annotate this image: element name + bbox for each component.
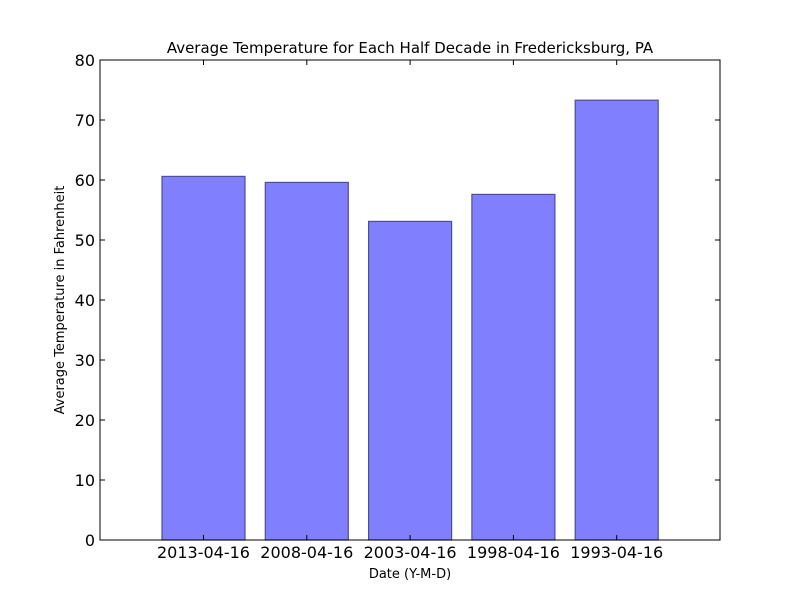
bars-group — [161, 99, 659, 541]
x-tick-label: 1993-04-16 — [570, 543, 663, 562]
bar-2013-04-16 — [161, 175, 246, 541]
y-tick-label: 30 — [75, 351, 95, 370]
plot-frame — [99, 59, 721, 541]
x-tick-label: 2013-04-16 — [157, 543, 250, 562]
x-axis-ticks: 2013-04-16 2008-04-16 2003-04-16 1998-04-16… — [157, 60, 663, 562]
bar-2008-04-16 — [264, 181, 349, 541]
bar-1993-04-16 — [574, 99, 659, 541]
y-tick-label: 0 — [85, 531, 95, 550]
y-tick-label: 80 — [75, 51, 95, 70]
x-tick-label: 2003-04-16 — [364, 543, 457, 562]
y-tick-label: 10 — [75, 471, 95, 490]
x-tick-label: 1998-04-16 — [467, 543, 560, 562]
y-tick-label: 50 — [75, 231, 95, 250]
x-axis-label: Date (Y-M-D) — [369, 567, 451, 582]
bar-2003-04-16 — [368, 220, 453, 541]
y-tick-label: 60 — [75, 171, 95, 190]
y-tick-label: 20 — [75, 411, 95, 430]
x-tick-label: 2008-04-16 — [260, 543, 353, 562]
y-axis-ticks: 0 10 20 30 40 50 60 70 80 — [75, 51, 720, 550]
y-axis-label: Average Temperature in Fahrenheit — [53, 186, 68, 415]
bar-1998-04-16 — [471, 193, 556, 541]
y-tick-label: 70 — [75, 111, 95, 130]
y-tick-label: 40 — [75, 291, 95, 310]
chart-title: Average Temperature for Each Half Decade… — [167, 39, 654, 57]
